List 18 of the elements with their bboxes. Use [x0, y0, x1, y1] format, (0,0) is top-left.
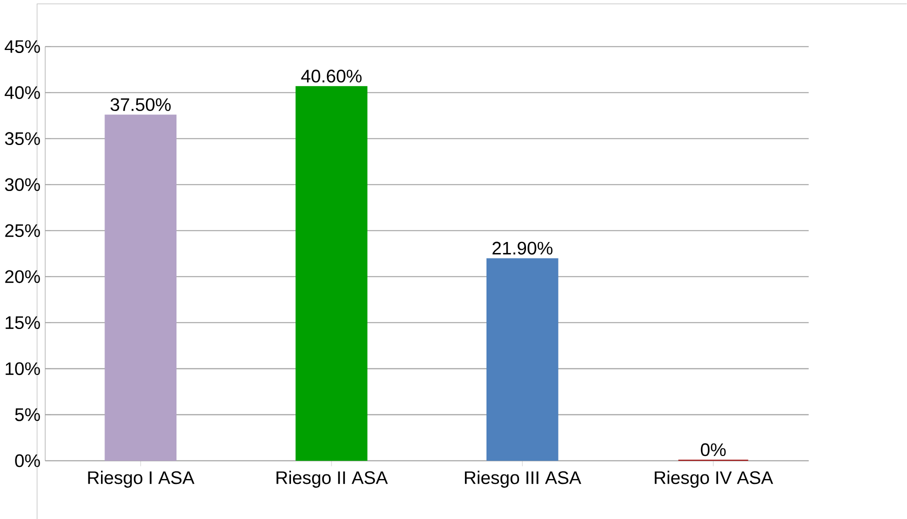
- x-tick-label: Riesgo II ASA: [276, 470, 388, 488]
- data-label: 40.60%: [301, 70, 362, 82]
- y-tick-label: 20%: [5, 270, 40, 283]
- y-tick-label: 0%: [15, 454, 40, 468]
- y-tick-label: 40%: [4, 86, 40, 99]
- y-tick-label: 30%: [5, 178, 40, 191]
- y-tick-label: 25%: [5, 224, 40, 237]
- data-label: 21.90%: [492, 242, 552, 255]
- y-tick-label: 35%: [5, 132, 40, 145]
- x-tick-label: Riesgo IV ASA: [654, 470, 774, 488]
- data-label: 0%: [700, 443, 726, 456]
- y-tick-label: 45%: [4, 40, 40, 53]
- x-tick-label: Riesgo III ASA: [464, 470, 582, 488]
- x-tick-label: Riesgo I ASA: [88, 470, 194, 488]
- y-tick-label: 15%: [6, 316, 40, 329]
- y-tick-label: 5%: [15, 408, 40, 421]
- y-tick-label: 10%: [6, 362, 40, 376]
- data-label: 37.50%: [110, 98, 171, 111]
